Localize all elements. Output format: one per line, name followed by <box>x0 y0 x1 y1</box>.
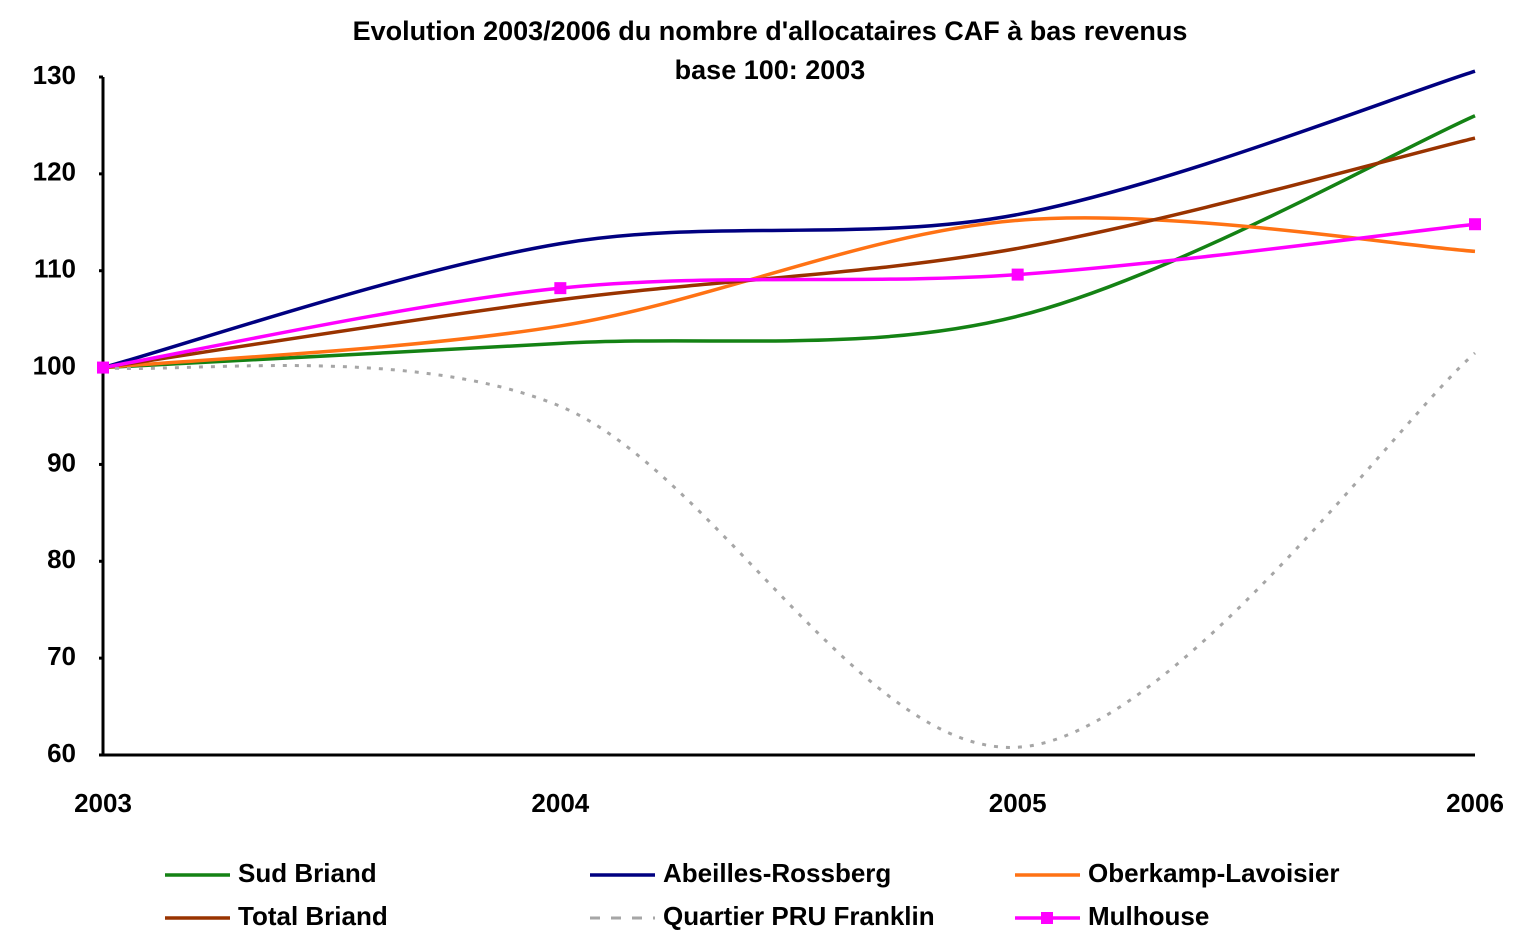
legend-label: Total Briand <box>238 901 388 931</box>
series-line <box>102 136 1476 370</box>
series-line <box>102 216 1476 370</box>
chart-subtitle: base 100: 2003 <box>675 55 866 85</box>
x-tick-label: 2006 <box>1446 788 1504 818</box>
y-tick-label: 70 <box>47 641 76 671</box>
y-tick-label: 100 <box>33 350 76 380</box>
y-tick-label: 120 <box>33 157 76 187</box>
legend-label: Mulhouse <box>1088 901 1209 931</box>
y-tick-label: 90 <box>47 447 76 477</box>
series-marker <box>554 282 567 295</box>
x-tick-label: 2005 <box>989 788 1047 818</box>
plot-area <box>97 69 1481 749</box>
y-tick-label: 110 <box>34 254 76 284</box>
legend-label: Sud Briand <box>238 858 377 888</box>
legend-label: Quartier PRU Franklin <box>663 901 935 931</box>
legend-label: Abeilles-Rossberg <box>663 858 891 888</box>
x-tick-label: 2004 <box>531 788 589 818</box>
x-tick-label: 2003 <box>74 788 132 818</box>
y-tick-label: 80 <box>47 544 76 574</box>
series-marker <box>1011 268 1024 281</box>
series-line <box>102 69 1476 370</box>
y-tick-label: 60 <box>47 738 76 768</box>
series-line <box>102 114 1476 370</box>
legend-marker <box>1041 912 1053 924</box>
series-line <box>102 222 1476 370</box>
y-tick-label: 130 <box>33 60 76 90</box>
chart-title: Evolution 2003/2006 du nombre d'allocata… <box>353 16 1188 46</box>
series-marker <box>97 361 109 374</box>
series-marker <box>1469 218 1481 231</box>
series-line <box>102 351 1476 749</box>
legend-label: Oberkamp-Lavoisier <box>1088 858 1339 888</box>
